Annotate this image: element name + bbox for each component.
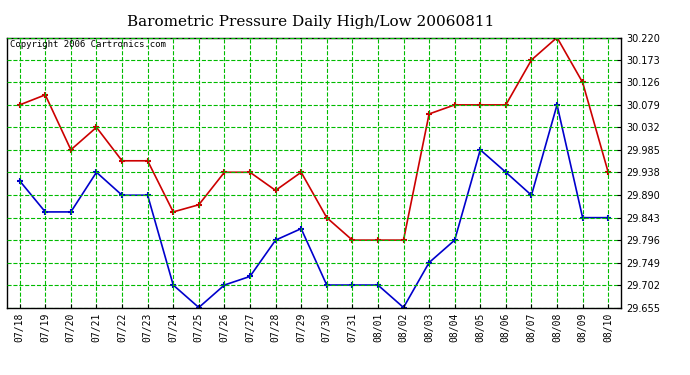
Text: Copyright 2006 Cartronics.com: Copyright 2006 Cartronics.com <box>10 40 166 49</box>
Text: Barometric Pressure Daily High/Low 20060811: Barometric Pressure Daily High/Low 20060… <box>127 15 494 29</box>
